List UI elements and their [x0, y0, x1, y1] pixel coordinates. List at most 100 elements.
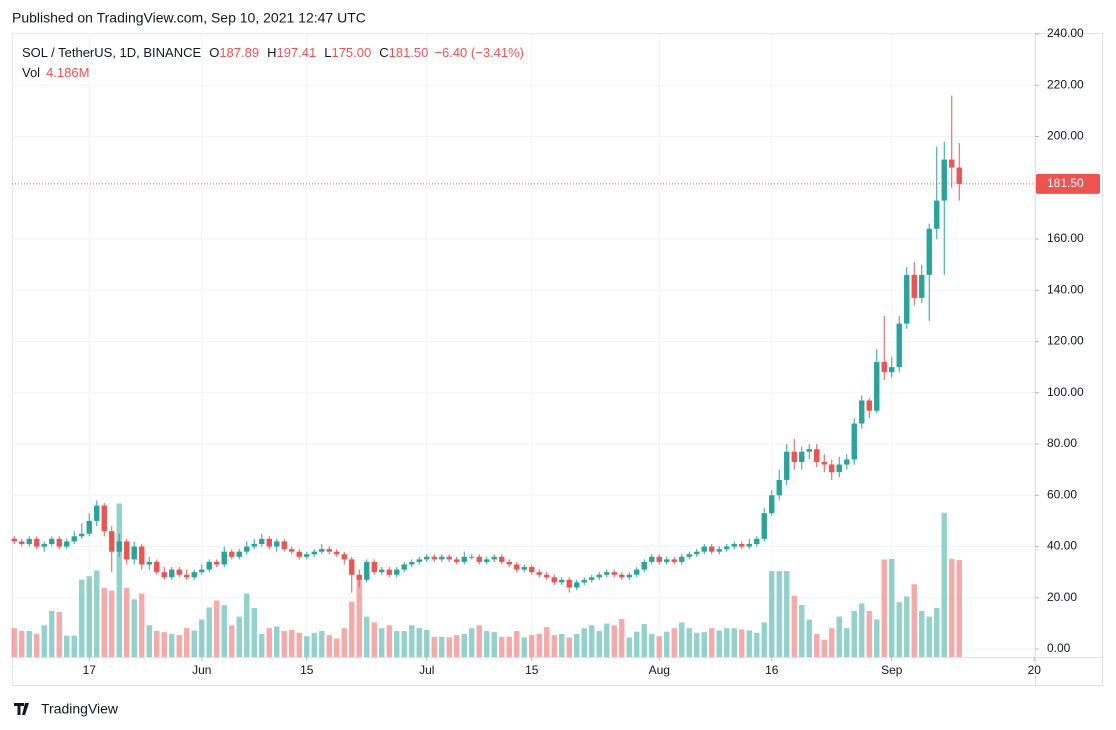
volume-bar	[649, 633, 655, 657]
candle-body	[191, 572, 197, 578]
volume-bar	[206, 607, 212, 657]
candle-body	[551, 577, 557, 583]
candle-body	[544, 574, 550, 578]
candle-body	[746, 543, 752, 547]
volume-bar	[874, 619, 880, 657]
volume-bar	[49, 610, 55, 657]
x-tick-label: Sep	[881, 663, 903, 677]
candle-body	[184, 574, 190, 578]
candle-body	[956, 167, 962, 184]
candle-body	[356, 574, 362, 580]
volume-bar	[424, 629, 430, 657]
candle-body	[776, 479, 782, 496]
volume-legend: Vol 4.186M	[22, 65, 89, 80]
candle-body	[116, 541, 122, 552]
ohlc-key: L	[324, 45, 331, 60]
candle-body	[874, 362, 880, 411]
volume-bar	[469, 628, 475, 657]
candle-body	[19, 541, 25, 544]
candle-body	[26, 538, 32, 544]
volume-bar	[259, 633, 265, 657]
candle-body	[409, 561, 415, 565]
candle-body	[581, 579, 587, 583]
volume-bar	[611, 625, 617, 657]
candle-body	[334, 551, 340, 555]
volume-bar	[371, 622, 377, 657]
volume-bar	[341, 628, 347, 657]
candle-body	[806, 449, 812, 452]
candle-body	[326, 549, 332, 552]
volume-bar	[281, 631, 287, 657]
candle-body	[934, 200, 940, 229]
x-tick-label: 15	[525, 663, 539, 677]
last-price-label: 181.50	[1047, 176, 1084, 190]
volume-bar	[574, 633, 580, 657]
volume-bar	[439, 636, 445, 657]
candle-body	[266, 538, 272, 547]
volume-bar	[941, 512, 947, 657]
candle-body	[311, 551, 317, 555]
volume-bar	[476, 625, 482, 657]
candle-body	[49, 538, 55, 544]
volume-bar	[889, 558, 895, 657]
y-tick-label: 140.00	[1047, 282, 1084, 296]
volume-bars	[11, 503, 962, 657]
candle-body	[34, 538, 40, 547]
candle-body	[506, 561, 512, 565]
candle-body	[529, 567, 535, 573]
x-tick-label: 20	[1028, 663, 1042, 677]
volume-bar	[229, 625, 235, 657]
volume-bar	[919, 610, 925, 657]
volume-bar	[799, 605, 805, 657]
candle-body	[259, 538, 265, 544]
brand: TradingView	[14, 701, 119, 717]
y-tick-label: 40.00	[1047, 539, 1077, 553]
volume-bar	[934, 607, 940, 657]
candle-body	[491, 556, 497, 560]
candle-body	[364, 561, 370, 580]
candle-body	[71, 536, 77, 542]
candle-body	[716, 549, 722, 552]
volume-bar	[739, 629, 745, 657]
volume-bar	[274, 626, 280, 657]
candle-body	[671, 559, 677, 562]
volume-bar	[199, 619, 205, 657]
candle-body	[829, 464, 835, 473]
volume-bar	[409, 625, 415, 657]
candle-body	[649, 556, 655, 562]
volume-bar	[536, 633, 542, 657]
volume-bar	[26, 631, 32, 657]
candle-body	[64, 541, 70, 547]
volume-bar	[11, 628, 17, 657]
candle-body	[521, 567, 527, 570]
volume-bar	[289, 629, 295, 657]
y-tick-label: 240.00	[1047, 26, 1084, 40]
volume-bar	[446, 637, 452, 657]
candle-body	[611, 572, 617, 575]
ohlc-key: O	[209, 45, 219, 60]
volume-bar	[694, 632, 700, 657]
volume-bar	[626, 637, 632, 657]
candle-body	[56, 538, 62, 547]
candle-body	[784, 451, 790, 480]
ohlc: O187.89 H197.41 L175.00 C181.50	[209, 45, 428, 60]
volume-bar	[356, 579, 362, 657]
candle-body	[146, 561, 152, 565]
candle-body	[469, 556, 475, 558]
volume-bar	[101, 587, 107, 657]
volume-bar	[926, 616, 932, 657]
volume-bar	[116, 503, 122, 657]
volume-bar	[94, 570, 100, 657]
candle-body	[439, 556, 445, 560]
candle-body	[919, 274, 925, 298]
volume-bar	[394, 631, 400, 657]
volume-bar	[904, 596, 910, 657]
candle-body	[281, 541, 287, 550]
candle-body	[454, 559, 460, 562]
volume-bar	[416, 628, 422, 657]
candle-body	[371, 561, 377, 573]
candle-body	[514, 564, 520, 570]
candle-body	[401, 564, 407, 570]
volume-bar	[499, 636, 505, 657]
candle-body	[274, 541, 280, 547]
